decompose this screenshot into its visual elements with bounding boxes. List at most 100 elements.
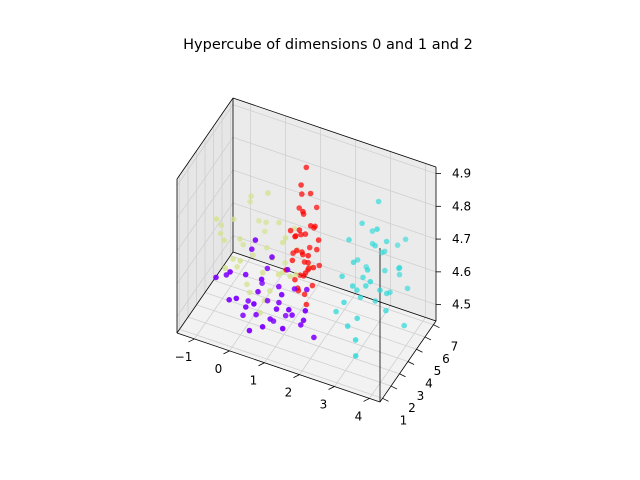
scatter-point bbox=[223, 272, 230, 278]
grid-line-z-back bbox=[232, 202, 437, 273]
y-tick-mark bbox=[407, 361, 415, 365]
scatter-point bbox=[301, 291, 308, 298]
scatter-point bbox=[339, 273, 345, 280]
scatter-point bbox=[377, 287, 383, 294]
x-tick-mark bbox=[258, 362, 265, 367]
scatter-point bbox=[273, 306, 280, 312]
scatter-point bbox=[284, 266, 291, 273]
scatter-point bbox=[249, 246, 255, 252]
z-tick-label: 4.7 bbox=[452, 232, 471, 246]
chart-title: Hypercube of dimensions 0 and 1 and 2 bbox=[183, 37, 473, 53]
scatter-point bbox=[242, 271, 249, 278]
scatter-point bbox=[247, 289, 253, 296]
scatter-point bbox=[307, 223, 314, 229]
scatter-point bbox=[313, 204, 320, 211]
scatter-point bbox=[401, 322, 408, 329]
scatter-point bbox=[269, 254, 275, 260]
scatter-point bbox=[311, 334, 317, 341]
scatter-point bbox=[298, 322, 304, 328]
scatter-point bbox=[303, 301, 310, 308]
grid-line-z-back bbox=[232, 169, 437, 240]
scatter-point bbox=[333, 308, 339, 315]
scatter-point bbox=[372, 242, 379, 249]
scatter-point bbox=[305, 252, 312, 259]
top-edge bbox=[232, 97, 437, 168]
axes-panes bbox=[177, 98, 436, 402]
z-tick-label: 4.6 bbox=[452, 265, 471, 279]
scatter-point bbox=[264, 297, 271, 304]
scatter-point bbox=[374, 226, 380, 232]
scatter-point bbox=[282, 259, 288, 266]
scatter-point bbox=[282, 235, 289, 241]
scatter-point bbox=[237, 258, 243, 264]
scatter-point bbox=[275, 271, 282, 278]
scatter-point bbox=[286, 306, 292, 313]
grid-line-y-floor bbox=[179, 328, 383, 399]
scatter-point bbox=[341, 299, 347, 306]
scatter-point bbox=[248, 193, 254, 199]
scatter-point bbox=[309, 282, 316, 289]
y-tick-mark bbox=[399, 373, 406, 378]
axes-grid bbox=[176, 101, 437, 399]
scatter-point bbox=[306, 244, 313, 251]
scatter-point bbox=[352, 337, 359, 343]
scatter-point bbox=[367, 278, 374, 285]
scatter-point bbox=[276, 219, 282, 226]
scatter-point bbox=[291, 286, 298, 292]
y-tick-mark bbox=[424, 336, 432, 341]
scatter-point bbox=[258, 276, 265, 283]
scatter-point bbox=[299, 191, 305, 197]
scatter-point bbox=[344, 323, 351, 329]
grid-line-y-floor bbox=[221, 267, 426, 338]
scatter-point bbox=[364, 267, 371, 273]
z-tick-label: 4.8 bbox=[452, 199, 471, 213]
scatter-point bbox=[243, 304, 249, 310]
scatter-point bbox=[396, 265, 402, 272]
grid-line-z-side bbox=[176, 202, 234, 285]
scatter-point bbox=[305, 259, 311, 266]
x-tick-mark bbox=[328, 386, 335, 390]
grid-line-z-back bbox=[232, 136, 437, 207]
x-axis-line bbox=[176, 332, 381, 403]
scatter-point bbox=[218, 222, 225, 228]
scatter-point bbox=[369, 228, 376, 234]
scatter-point bbox=[237, 236, 243, 242]
scatter-point bbox=[289, 257, 296, 264]
scatter-point bbox=[289, 312, 295, 318]
scatter-point bbox=[233, 295, 240, 302]
x-tick-label: −1 bbox=[175, 350, 193, 364]
scatter-point bbox=[263, 219, 269, 226]
scatter-point bbox=[217, 230, 224, 237]
scatter-point bbox=[316, 262, 323, 269]
scatter-point bbox=[302, 308, 309, 314]
scatter-point bbox=[306, 265, 312, 271]
scatter-point bbox=[382, 267, 388, 274]
x-tick-label: 2 bbox=[285, 386, 293, 400]
scatter-point bbox=[222, 265, 228, 271]
scatter-point bbox=[292, 276, 298, 283]
scatter-point bbox=[287, 227, 294, 234]
x-tick-label: 3 bbox=[320, 398, 328, 412]
x-tick-mark bbox=[293, 374, 300, 378]
scatter-point bbox=[299, 249, 305, 255]
y-tick-label: 5 bbox=[434, 364, 442, 378]
scatter-point bbox=[296, 205, 303, 211]
scatter-point bbox=[279, 239, 286, 246]
scatter-point bbox=[349, 283, 356, 289]
scatter-point bbox=[363, 283, 369, 289]
scatter-point bbox=[303, 164, 310, 171]
scatter-point bbox=[240, 241, 246, 248]
scatter-point bbox=[359, 220, 365, 227]
scatter-point bbox=[404, 285, 411, 292]
scatter-point bbox=[240, 312, 246, 319]
scatter-point bbox=[360, 274, 366, 281]
scatter-point bbox=[300, 317, 307, 324]
scatter-point bbox=[357, 294, 364, 301]
x-tick-label: 4 bbox=[355, 409, 363, 423]
scatter-point bbox=[394, 242, 401, 248]
grid-line-y-floor bbox=[230, 255, 434, 326]
scatter-point bbox=[298, 231, 304, 238]
scatter-point bbox=[264, 265, 271, 272]
scatter-point bbox=[304, 286, 310, 293]
scatter-point bbox=[314, 246, 320, 253]
